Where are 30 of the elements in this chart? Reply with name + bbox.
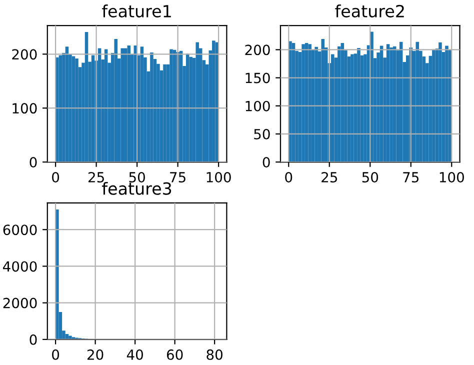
y-tick-label: 4000 <box>3 261 37 272</box>
y-tick-label: 200 <box>12 49 37 60</box>
y-tick-label: 2000 <box>3 298 37 308</box>
x-tick-label: 100 <box>206 172 231 182</box>
y-tick-label: 0 <box>30 156 37 168</box>
chart-title: feature1 <box>102 4 171 18</box>
y-tick-label: 100 <box>246 100 270 112</box>
x-tick-label: 40 <box>126 349 143 360</box>
x-tick-label: 0 <box>52 172 60 182</box>
y-tick-label: 0 <box>30 334 37 345</box>
x-tick-label: 100 <box>440 172 464 182</box>
y-tick-label: 6000 <box>3 224 37 236</box>
y-tick-label: 150 <box>246 72 270 84</box>
y-tick-label: 100 <box>12 103 37 114</box>
y-tick-label: 0 <box>262 156 270 168</box>
y-tick-label: 200 <box>245 44 270 56</box>
x-tick-label: 0 <box>285 172 292 182</box>
x-tick-label: 75 <box>170 172 186 182</box>
x-tick-label: 25 <box>88 172 104 182</box>
chart-title: feature2 <box>335 4 404 18</box>
x-tick-label: 50 <box>362 172 378 182</box>
y-tick-label: 50 <box>254 128 270 140</box>
x-tick-label: 20 <box>87 349 104 360</box>
x-tick-label: 75 <box>403 172 419 182</box>
x-tick-label: 50 <box>129 172 145 182</box>
x-tick-label: 60 <box>166 349 183 360</box>
chart-title: feature3 <box>102 182 172 195</box>
x-tick-label: 0 <box>52 349 60 360</box>
x-tick-label: 80 <box>206 349 222 360</box>
x-tick-label: 25 <box>322 172 338 182</box>
